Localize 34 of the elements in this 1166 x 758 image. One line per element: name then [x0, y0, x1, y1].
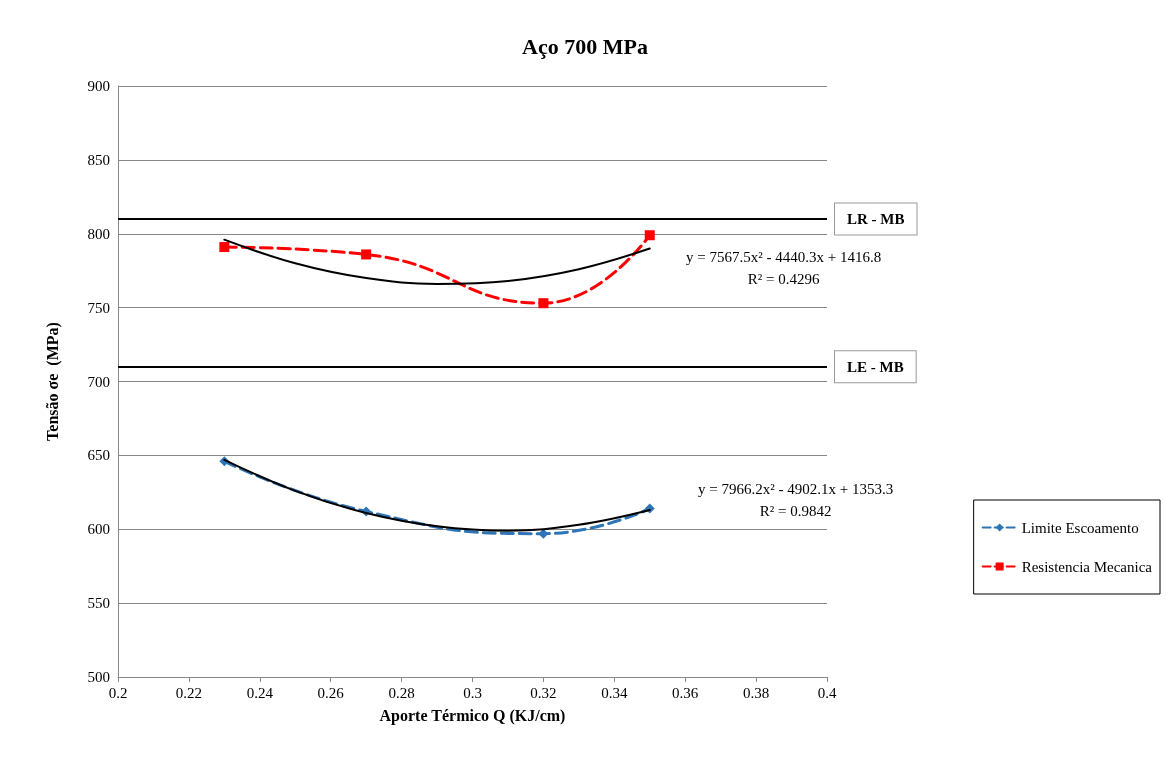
x-tick-label: 0.4 — [817, 684, 837, 701]
y-axis-title: Tensão σe (MPa) — [43, 322, 62, 441]
point — [538, 298, 549, 309]
x-tick-label: 0.24 — [246, 684, 274, 701]
x-tick-label: 0.26 — [317, 684, 345, 701]
y-tick-label: 650 — [87, 447, 110, 464]
ref-line-label: LE - MB — [847, 358, 904, 375]
legend-label: Limite Escoamento — [1021, 519, 1139, 536]
x-tick-label: 0.3 — [463, 684, 482, 701]
point — [644, 230, 655, 241]
x-tick-label: 0.32 — [530, 684, 557, 701]
x-tick-label: 0.38 — [742, 684, 770, 701]
x-axis-title: Aporte Térmico Q (KJ/cm) — [379, 706, 566, 725]
y-tick-label: 750 — [87, 299, 110, 316]
ref-line-label: LR - MB — [847, 210, 905, 227]
legend-label: Resistencia Mecanica — [1021, 558, 1153, 575]
x-tick-label: 0.2 — [108, 684, 128, 701]
y-tick-label: 800 — [87, 225, 110, 242]
annotation: y = 7966.2x² - 4902.1x + 1353.3 R² = 0.9842 — [697, 481, 894, 519]
y-tick-label: 500 — [87, 669, 110, 685]
y-tick-label: 600 — [87, 521, 110, 538]
x-tick-label: 0.22 — [175, 684, 203, 701]
y-tick-label: 850 — [87, 151, 110, 168]
line-series — [223, 238, 651, 285]
x-tick-label: 0.36 — [672, 684, 699, 701]
y-tick-label: 900 — [87, 78, 110, 94]
y-tick-label: 550 — [87, 595, 110, 612]
point — [361, 249, 372, 260]
x-tick-label: 0.34 — [601, 684, 628, 701]
point — [219, 242, 230, 253]
x-tick-label: 0.28 — [388, 684, 415, 701]
chart-title: Aço 700 MPa — [522, 33, 648, 59]
y-tick-label: 700 — [87, 373, 110, 390]
annotation: y = 7567.5x² - 4440.3x + 1416.8 R² = 0.4296 — [685, 249, 882, 287]
